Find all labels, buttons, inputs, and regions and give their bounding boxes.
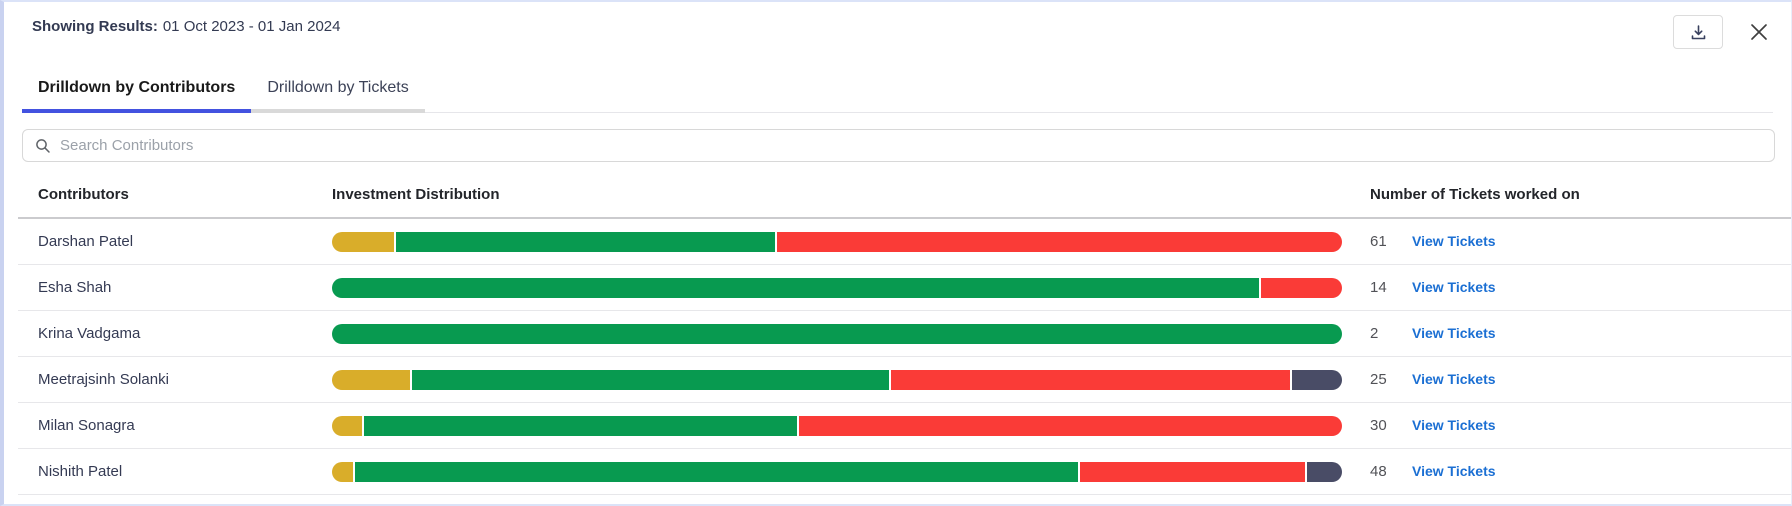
bar-track (332, 461, 1342, 482)
dark-bar-segment (1306, 461, 1342, 482)
download-icon (1690, 24, 1707, 41)
tab-drilldown-by-tickets[interactable]: Drilldown by Tickets (251, 79, 425, 113)
column-header-investment-distribution: Investment Distribution (332, 186, 500, 203)
green-bar-segment (332, 323, 1342, 344)
green-bar-segment (364, 415, 797, 436)
ticket-count: 30 (1370, 417, 1387, 434)
contributors-table: Contributors Investment Distribution Num… (18, 162, 1791, 495)
contributor-name: Krina Vadgama (38, 325, 141, 342)
red-bar-segment (798, 415, 1342, 436)
column-header-contributors: Contributors (38, 186, 129, 203)
table-row: Darshan Patel 61 View Tickets (18, 219, 1791, 265)
tab-drilldown-by-contributors[interactable]: Drilldown by Contributors (22, 79, 252, 113)
ticket-count: 14 (1370, 279, 1387, 296)
tab-label: Drilldown by Contributors (38, 79, 236, 96)
ticket-count: 48 (1370, 463, 1387, 480)
tab-bar: Drilldown by Contributors Drilldown by T… (22, 79, 1773, 113)
table-header-row: Contributors Investment Distribution Num… (18, 162, 1791, 219)
column-header-tickets-worked-on: Number of Tickets worked on (1370, 186, 1580, 203)
green-bar-segment (332, 277, 1260, 298)
close-icon (1748, 21, 1770, 43)
search-icon (35, 138, 51, 154)
contributor-name: Darshan Patel (38, 233, 134, 250)
download-button[interactable] (1673, 15, 1723, 49)
table-row: Nishith Patel 48 View Tickets (18, 449, 1791, 495)
yellow-bar-segment (332, 231, 395, 252)
bar-track (332, 415, 1342, 436)
showing-results: Showing Results: 01 Oct 2023 - 01 Jan 202… (32, 15, 340, 35)
table-row: Esha Shah 14 View Tickets (18, 265, 1791, 311)
red-bar-segment (891, 369, 1290, 390)
red-bar-segment (776, 231, 1342, 252)
tab-label: Drilldown by Tickets (267, 79, 409, 96)
green-bar-segment (355, 461, 1078, 482)
contributor-name: Nishith Patel (38, 463, 123, 480)
yellow-bar-segment (332, 461, 354, 482)
table-row: Meetrajsinh Solanki 25 View Tickets (18, 357, 1791, 403)
table-row: Milan Sonagra 30 View Tickets (18, 403, 1791, 449)
contributor-name: Meetrajsinh Solanki (38, 371, 169, 388)
bar-track (332, 323, 1342, 344)
view-tickets-link[interactable]: View Tickets (1412, 324, 1496, 341)
red-bar-segment (1079, 461, 1305, 482)
table-row: Krina Vadgama 2 View Tickets (18, 311, 1791, 357)
bar-track (332, 277, 1342, 298)
yellow-bar-segment (332, 415, 363, 436)
view-tickets-link[interactable]: View Tickets (1412, 462, 1496, 479)
red-bar-segment (1261, 277, 1342, 298)
contributor-name: Esha Shah (38, 279, 112, 296)
view-tickets-link[interactable]: View Tickets (1412, 278, 1496, 295)
ticket-count: 61 (1370, 233, 1387, 250)
ticket-count: 2 (1370, 325, 1379, 342)
search-bar (22, 129, 1775, 162)
bar-track (332, 231, 1342, 252)
contributor-name: Milan Sonagra (38, 417, 135, 434)
close-button[interactable] (1745, 18, 1773, 46)
view-tickets-link[interactable]: View Tickets (1412, 416, 1496, 433)
ticket-count: 25 (1370, 371, 1387, 388)
showing-results-range: 01 Oct 2023 - 01 Jan 2024 (162, 18, 341, 35)
showing-results-label: Showing Results: (32, 18, 158, 35)
header-actions (1673, 15, 1773, 49)
green-bar-segment (412, 369, 890, 390)
panel-header: Showing Results: 01 Oct 2023 - 01 Jan 202… (4, 2, 1791, 49)
bar-track (332, 369, 1342, 390)
dark-bar-segment (1291, 369, 1342, 390)
view-tickets-link[interactable]: View Tickets (1412, 232, 1496, 249)
yellow-bar-segment (332, 369, 411, 390)
green-bar-segment (396, 231, 775, 252)
search-input[interactable] (60, 137, 1762, 154)
view-tickets-link[interactable]: View Tickets (1412, 370, 1496, 387)
